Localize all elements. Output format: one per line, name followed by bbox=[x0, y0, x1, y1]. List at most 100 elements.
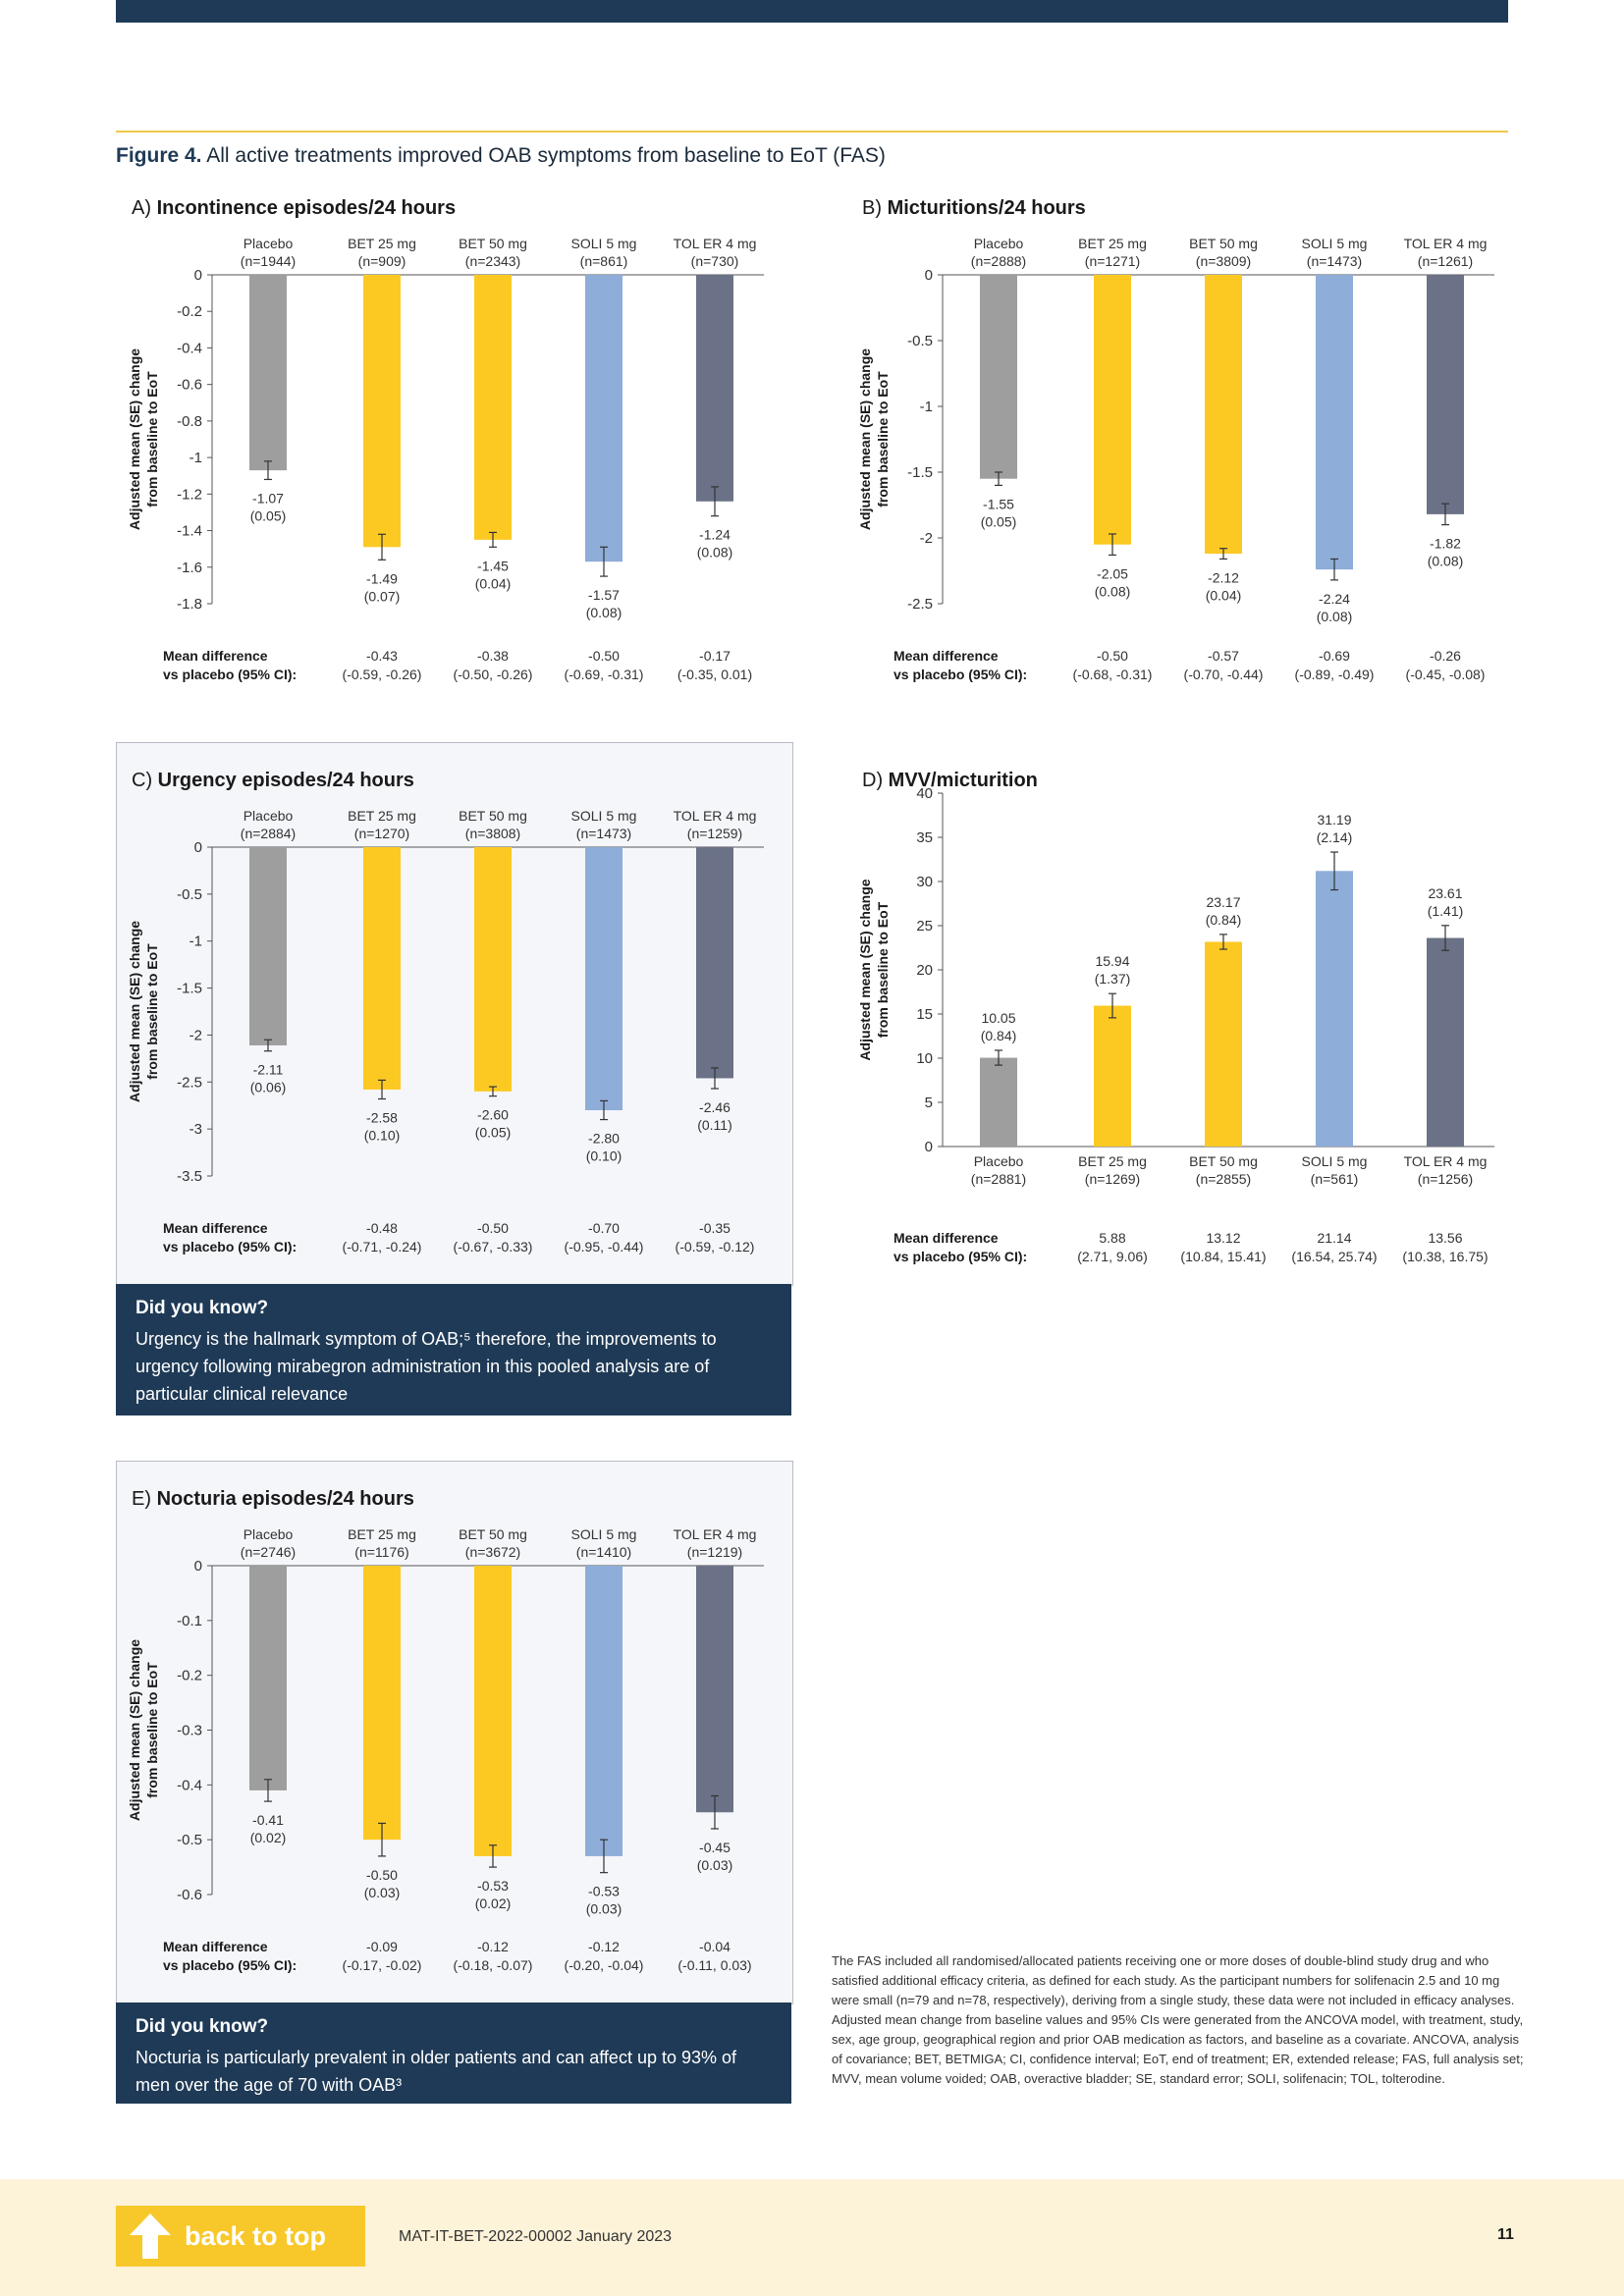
category-label: BET 25 mg bbox=[1078, 1153, 1147, 1169]
category-n-label: (n=1259) bbox=[687, 826, 742, 841]
figure-title: Figure 4. All active treatments improved… bbox=[116, 144, 886, 168]
bar bbox=[1427, 275, 1464, 514]
y-tick-label: -0.4 bbox=[177, 1777, 202, 1793]
bar bbox=[363, 275, 401, 548]
y-tick-label: -1.8 bbox=[177, 596, 202, 613]
category-n-label: (n=3808) bbox=[465, 826, 520, 841]
mean-difference-value: -0.57 bbox=[1208, 648, 1239, 664]
mean-difference-value: -0.43 bbox=[366, 648, 398, 664]
category-label: Placebo bbox=[244, 236, 294, 251]
up-arrow-icon bbox=[116, 2206, 185, 2267]
bar bbox=[585, 275, 623, 562]
page-number: 11 bbox=[1497, 2226, 1514, 2243]
se-label: (0.06) bbox=[250, 1080, 287, 1095]
did-you-know-urgency: Did you know? Urgency is the hallmark sy… bbox=[116, 1284, 791, 1415]
mean-difference-value: -0.50 bbox=[588, 648, 620, 664]
mean-difference-label: vs placebo (95% CI): bbox=[893, 667, 1027, 682]
value-label: -2.24 bbox=[1319, 591, 1350, 607]
chart-title: B) Micturitions/24 hours bbox=[862, 197, 1086, 219]
category-label: SOLI 5 mg bbox=[1302, 236, 1368, 251]
mean-difference-value: -0.09 bbox=[366, 1939, 398, 1954]
mean-difference-value: -0.70 bbox=[588, 1220, 620, 1236]
category-n-label: (n=1256) bbox=[1418, 1171, 1473, 1187]
category-n-label: (n=1473) bbox=[1307, 253, 1362, 269]
category-label: BET 25 mg bbox=[348, 1526, 416, 1542]
se-label: (0.05) bbox=[475, 1125, 512, 1141]
mean-difference-label: Mean difference bbox=[893, 648, 999, 664]
value-label: 23.61 bbox=[1428, 885, 1462, 901]
y-tick-label: -2 bbox=[920, 530, 933, 547]
value-label: -0.45 bbox=[699, 1840, 731, 1855]
value-label: 23.17 bbox=[1206, 894, 1240, 910]
bar bbox=[696, 275, 733, 502]
category-label: BET 50 mg bbox=[459, 236, 527, 251]
bar bbox=[249, 1566, 287, 1790]
chart-a: A) Incontinence episodes/24 hours Adjuste… bbox=[116, 182, 803, 712]
y-tick-label: -1.5 bbox=[177, 981, 202, 997]
category-label: SOLI 5 mg bbox=[571, 808, 637, 824]
category-label: BET 50 mg bbox=[1189, 1153, 1258, 1169]
se-label: (0.05) bbox=[981, 513, 1017, 529]
mean-difference-ci: (-0.45, -0.08) bbox=[1406, 667, 1486, 682]
mean-difference-ci: (-0.59, -0.26) bbox=[343, 667, 422, 682]
did-you-know-body: Nocturia is particularly prevalent in ol… bbox=[135, 2048, 737, 2095]
bar bbox=[249, 847, 287, 1045]
y-axis-label: Adjusted mean (SE) change from baseline t… bbox=[857, 879, 891, 1060]
se-label: (0.84) bbox=[981, 1028, 1017, 1043]
gold-divider bbox=[116, 131, 1508, 133]
category-label: BET 25 mg bbox=[348, 808, 416, 824]
se-label: (0.05) bbox=[250, 507, 287, 523]
se-label: (1.41) bbox=[1428, 903, 1464, 919]
did-you-know-title: Did you know? bbox=[135, 1298, 269, 1318]
back-to-top-button[interactable]: back to top bbox=[116, 2206, 365, 2267]
mean-difference-ci: (-0.59, -0.12) bbox=[676, 1239, 755, 1255]
bar bbox=[249, 275, 287, 471]
y-tick-label: -2 bbox=[189, 1027, 202, 1043]
document-reference: MAT-IT-BET-2022-00002 January 2023 bbox=[399, 2228, 673, 2245]
y-tick-label: -0.2 bbox=[177, 1668, 202, 1684]
category-n-label: (n=1261) bbox=[1418, 253, 1473, 269]
mean-difference-value: -0.17 bbox=[699, 648, 731, 664]
category-n-label: (n=561) bbox=[1311, 1171, 1359, 1187]
figure-title-text: All active treatments improved OAB sympt… bbox=[206, 144, 886, 167]
bar bbox=[1316, 275, 1353, 570]
bar bbox=[363, 847, 401, 1090]
y-axis-label: Adjusted mean (SE) change from baseline t… bbox=[127, 921, 160, 1102]
mean-difference-label: vs placebo (95% CI): bbox=[163, 1239, 297, 1255]
se-label: (0.04) bbox=[1206, 587, 1242, 603]
y-tick-label: -2.5 bbox=[907, 596, 933, 613]
se-label: (0.08) bbox=[1428, 554, 1464, 569]
mean-difference-label: Mean difference bbox=[163, 648, 268, 664]
category-n-label: (n=861) bbox=[580, 253, 628, 269]
mean-difference-ci: (-0.71, -0.24) bbox=[343, 1239, 422, 1255]
y-tick-label: 0 bbox=[194, 1558, 202, 1575]
mean-difference-ci: (-0.17, -0.02) bbox=[343, 1957, 422, 1973]
value-label: -2.58 bbox=[366, 1110, 398, 1126]
footnote: The FAS included all randomised/allocate… bbox=[832, 1953, 1524, 2086]
value-label: -0.53 bbox=[588, 1884, 620, 1899]
value-label: -1.49 bbox=[366, 570, 398, 586]
mean-difference-value: -0.38 bbox=[477, 648, 509, 664]
se-label: (0.02) bbox=[250, 1830, 287, 1845]
mean-difference-ci: (2.71, 9.06) bbox=[1077, 1249, 1148, 1264]
bar bbox=[585, 847, 623, 1110]
chart-title: A) Incontinence episodes/24 hours bbox=[132, 197, 456, 219]
y-tick-label: -0.6 bbox=[177, 1887, 202, 1903]
chart-e: E) Nocturia episodes/24 hours Adjusted me… bbox=[116, 1472, 803, 2002]
se-label: (0.84) bbox=[1206, 912, 1242, 928]
value-label: -2.80 bbox=[588, 1131, 620, 1147]
mean-difference-ci: (-0.11, 0.03) bbox=[677, 1957, 751, 1973]
se-label: (0.08) bbox=[1095, 583, 1131, 599]
bar bbox=[696, 1566, 733, 1813]
y-tick-label: -0.1 bbox=[177, 1613, 202, 1629]
y-tick-label: 20 bbox=[916, 962, 933, 979]
mean-difference-ci: (-0.95, -0.44) bbox=[565, 1239, 644, 1255]
chart-d: D) MVV/micturition Adjusted mean (SE) cha… bbox=[846, 754, 1534, 1284]
se-label: (0.03) bbox=[586, 1901, 623, 1917]
bar bbox=[1427, 937, 1464, 1147]
se-label: (0.08) bbox=[586, 605, 623, 620]
value-label: -1.55 bbox=[983, 496, 1014, 511]
panel-box-c bbox=[116, 742, 793, 1286]
category-label: TOL ER 4 mg bbox=[674, 1526, 757, 1542]
mean-difference-label: Mean difference bbox=[163, 1220, 268, 1236]
